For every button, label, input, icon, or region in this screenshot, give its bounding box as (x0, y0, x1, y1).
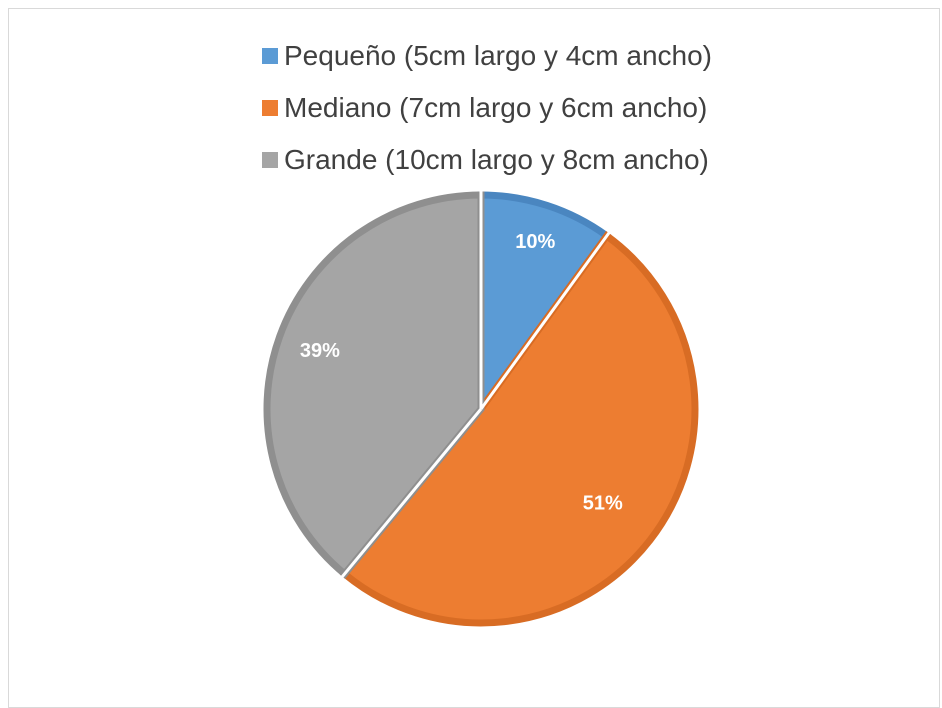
pie-slice (263, 191, 485, 579)
legend-label: Grande (10cm largo y 8cm ancho) (284, 144, 709, 175)
data-label: 39% (300, 340, 340, 362)
legend-swatch (262, 152, 278, 168)
legend: Pequeño (5cm largo y 4cm ancho) Mediano … (262, 30, 712, 186)
pie-slice (477, 191, 612, 420)
pie-slice (339, 230, 699, 627)
data-label: 51% (583, 492, 623, 514)
legend-swatch (262, 100, 278, 116)
legend-item-grande: Grande (10cm largo y 8cm ancho) (262, 134, 712, 186)
pie-chart: 10% 51% 39% (263, 190, 699, 627)
legend-item-mediano: Mediano (7cm largo y 6cm ancho) (262, 82, 712, 134)
legend-label: Pequeño (5cm largo y 4cm ancho) (284, 40, 712, 71)
legend-swatch (262, 48, 278, 64)
legend-item-pequeno: Pequeño (5cm largo y 4cm ancho) (262, 30, 712, 82)
legend-label: Mediano (7cm largo y 6cm ancho) (284, 92, 708, 123)
slice-separator (479, 230, 611, 410)
slice-separator (340, 408, 483, 579)
data-label: 10% (515, 231, 555, 253)
